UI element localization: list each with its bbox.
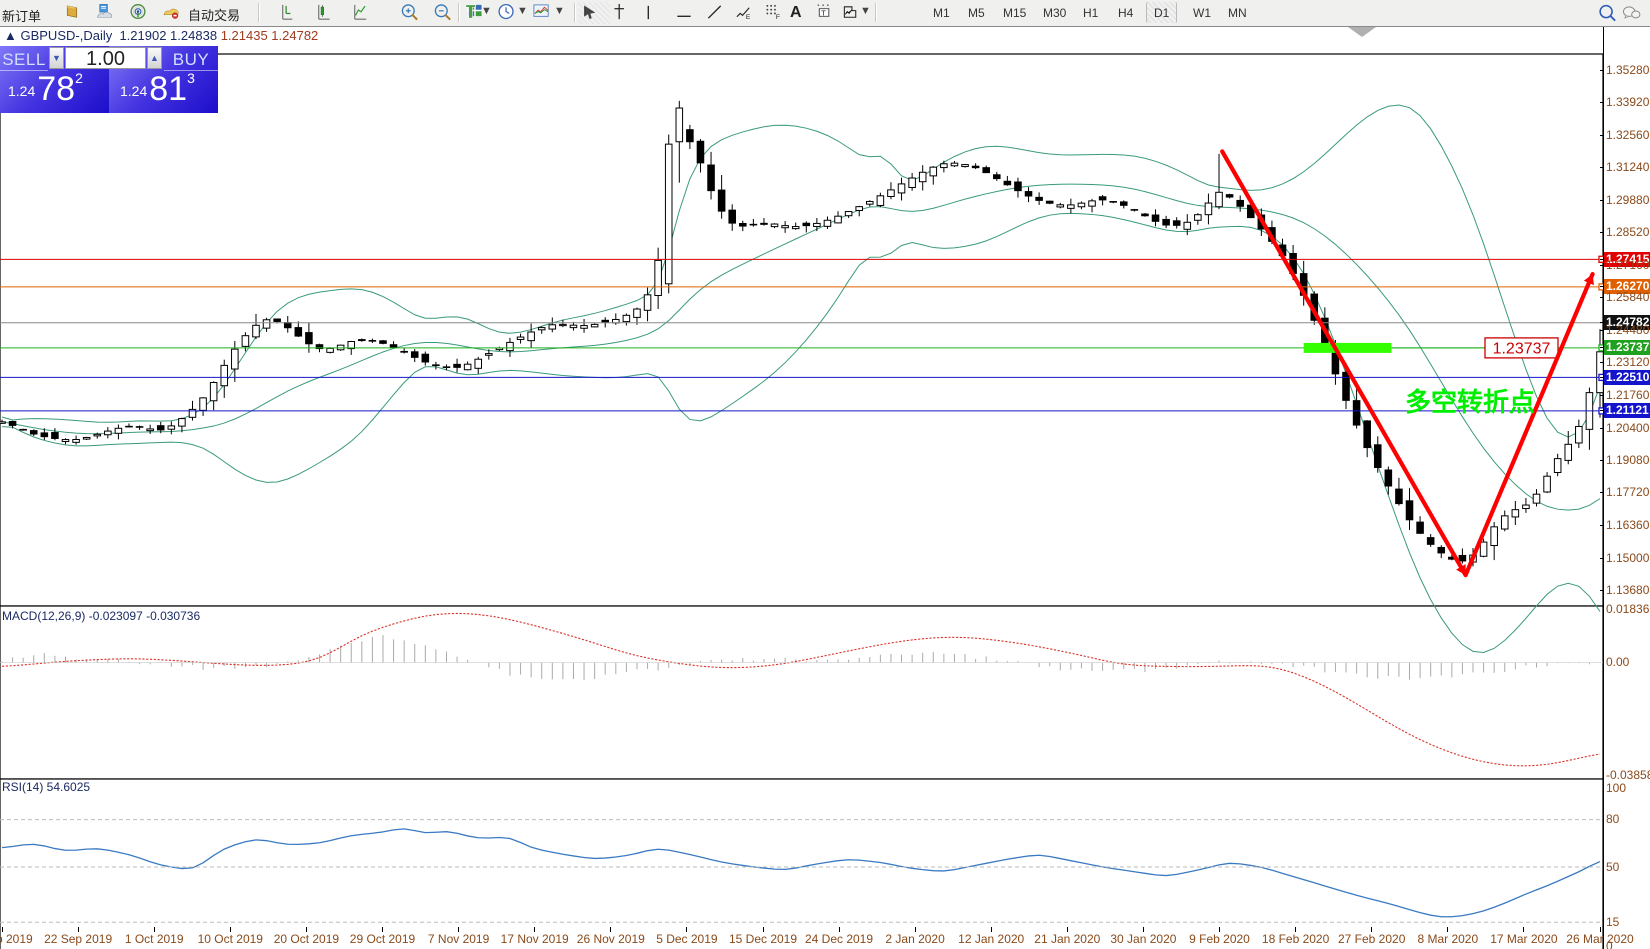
svg-text:1.23737: 1.23737 [1493,340,1551,357]
svg-text:E: E [746,14,751,21]
svg-text:T: T [821,8,826,17]
svg-text:多空转折点: 多空转折点 [1405,387,1535,417]
svg-text:F: F [776,14,780,21]
